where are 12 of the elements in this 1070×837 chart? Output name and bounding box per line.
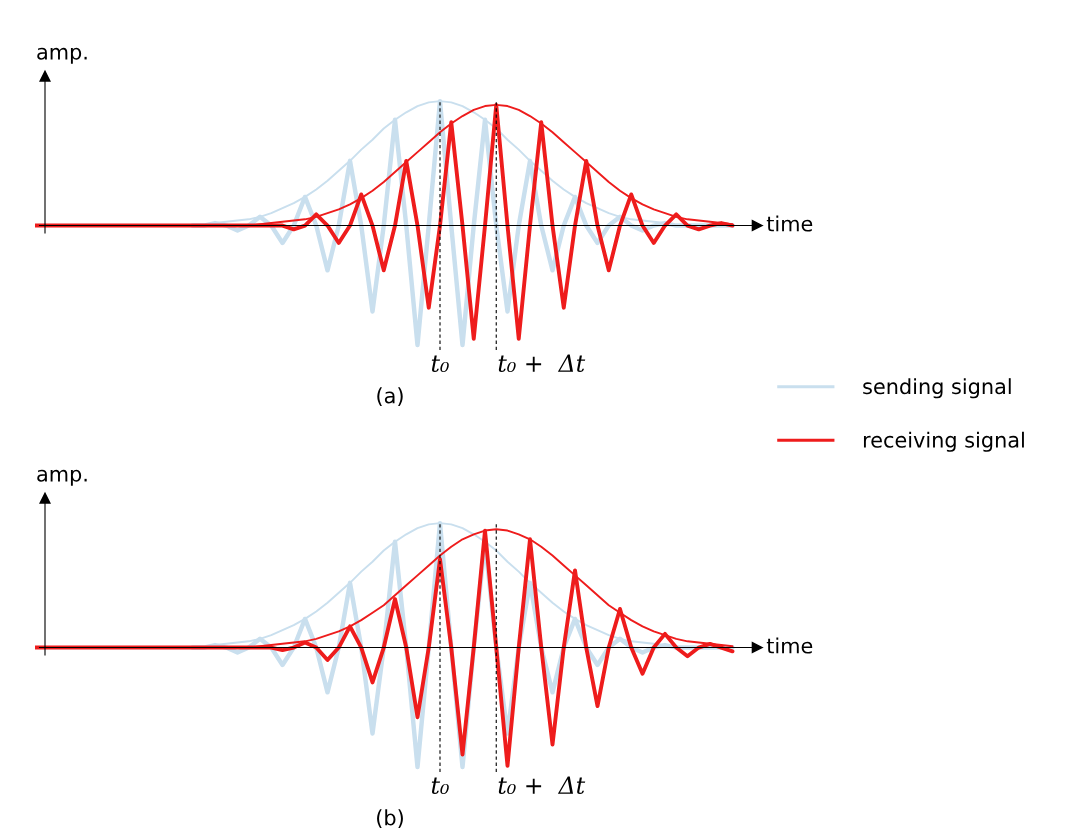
x-axis-title: time (766, 215, 813, 232)
text: t₀ (431, 355, 449, 373)
legend-label: sending signal (863, 378, 1011, 399)
text: (b) (377, 809, 403, 828)
y-axis-title: amp. (37, 47, 87, 64)
y-axis-title: amp. (37, 469, 87, 486)
text: (a) (377, 387, 403, 406)
text: t₀ (431, 777, 449, 795)
text: t₀ + Δt (498, 354, 586, 373)
text: t₀ + Δt (498, 776, 586, 795)
legend-label: receiving signal (863, 431, 1024, 452)
x-axis-title: time (766, 637, 813, 654)
